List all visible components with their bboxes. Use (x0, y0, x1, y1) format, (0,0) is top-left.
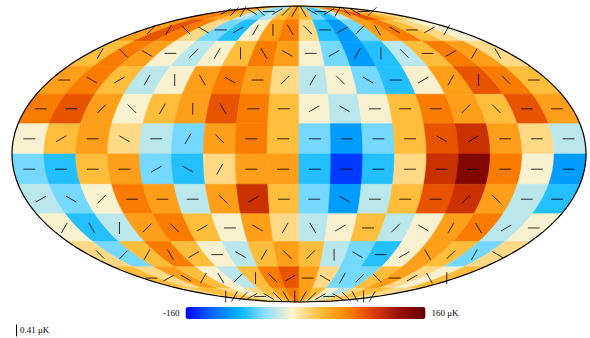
svg-text:-160: -160 (163, 308, 180, 318)
svg-text:160 μK: 160 μK (431, 308, 459, 318)
svg-text:0.41 μK: 0.41 μK (20, 325, 50, 335)
